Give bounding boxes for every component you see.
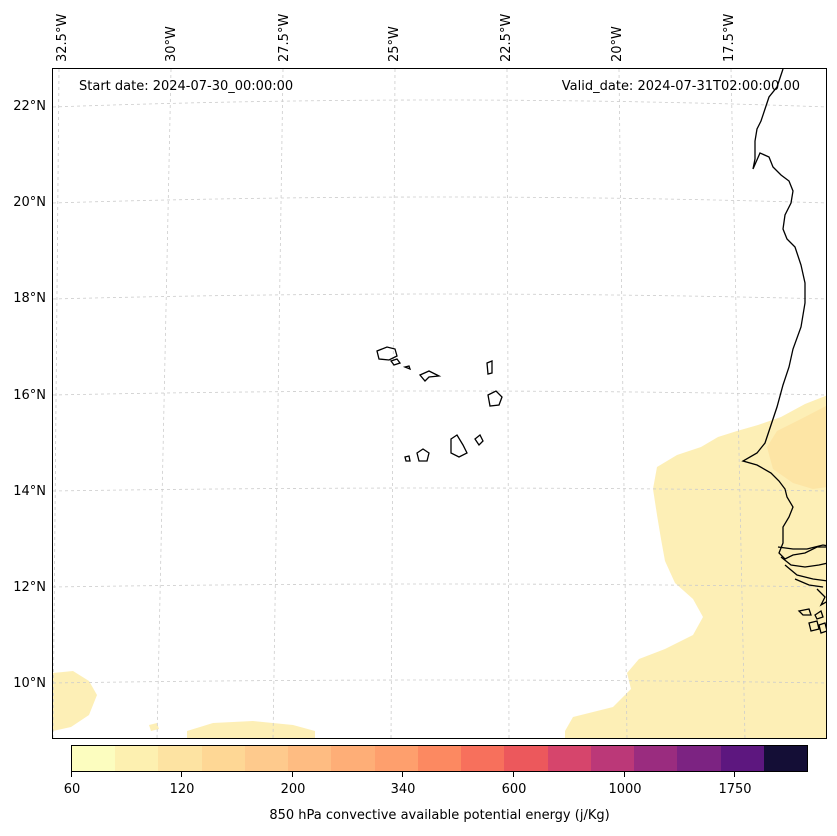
lat-label: 14°N [13, 484, 46, 499]
colorbar-segment [201, 746, 245, 771]
lon-label: 27.5°W [277, 13, 292, 62]
cabo-verde-brava [404, 455, 411, 462]
lat-gridline [53, 487, 826, 492]
colorbar-tick-label: 1000 [608, 782, 642, 797]
lon-label: 30°W [164, 26, 179, 62]
valid-date-label: Valid_date: 2024-07-31T02:00:00.00 [561, 79, 800, 94]
cabo-verde-sao-nicolau [418, 370, 442, 382]
lat-gridline [53, 583, 826, 588]
lat-label: 22°N [13, 99, 46, 114]
cabo-verde-santo-antao [376, 346, 398, 361]
lat-gridline [53, 390, 826, 396]
coastline-gambia [777, 544, 826, 550]
cape-field-east [565, 395, 826, 738]
cabo-verde-sal [486, 360, 493, 375]
lon-gridline [618, 69, 628, 738]
colorbar-segment [677, 746, 721, 771]
colorbar-tick-label: 120 [169, 782, 195, 797]
colorbar-tick [292, 772, 293, 777]
start-date-label: Start date: 2024-07-30_00:00:00 [79, 79, 294, 94]
lat-gridline [53, 99, 826, 108]
lon-gridline [390, 69, 396, 738]
coastline-senegal-south [780, 556, 826, 568]
cabo-verde-santiago [450, 434, 468, 458]
coastline [376, 69, 826, 634]
bijagos-islands [797, 608, 826, 634]
cabo-verde-fogo [416, 448, 430, 462]
lat-gridline [53, 196, 826, 204]
lat-label: 20°N [13, 195, 46, 210]
colorbar-segment [763, 746, 807, 771]
colorbar-tick [402, 772, 403, 777]
lon-label: 25°W [387, 26, 402, 62]
lon-gridline [730, 69, 746, 738]
colorbar-tick-label: 600 [501, 782, 527, 797]
colorbar [71, 745, 808, 772]
cabo-verde-maio [474, 433, 484, 447]
colorbar-tick [181, 772, 182, 777]
coastline-guinea-bissau [784, 564, 826, 607]
colorbar-segment [374, 746, 418, 771]
colorbar-segment [417, 746, 462, 771]
lon-label: 17.5°W [722, 13, 737, 62]
colorbar-segment [331, 746, 375, 771]
colorbar-tick [624, 772, 625, 777]
map-canvas [53, 69, 826, 738]
lat-label: 12°N [13, 580, 46, 595]
colorbar-tick [513, 772, 514, 777]
african-coastline [741, 69, 826, 560]
lon-gridline [506, 69, 510, 738]
colorbar-tick-label: 200 [280, 782, 306, 797]
colorbar-segment [590, 746, 635, 771]
colorbar-segment [158, 746, 202, 771]
colorbar-segment [504, 746, 548, 771]
cape-shading [53, 395, 826, 738]
colorbar-segment [720, 746, 764, 771]
lat-gridline [53, 679, 826, 684]
colorbar-segment [547, 746, 591, 771]
lat-label: 18°N [13, 291, 46, 306]
cabo-verde-santa-luzia [402, 365, 412, 371]
gridlines [53, 69, 826, 738]
cape-field-south [187, 721, 315, 738]
colorbar-segment [115, 746, 159, 771]
colorbar-segment [461, 746, 505, 771]
colorbar-tick [71, 772, 72, 777]
cape-field-east-core [767, 406, 826, 489]
map-panel [52, 68, 827, 739]
colorbar-title: 850 hPa convective available potential e… [269, 808, 610, 823]
lon-label: 22.5°W [499, 13, 514, 62]
colorbar-tick-label: 60 [63, 782, 81, 797]
lat-label: 10°N [13, 676, 46, 691]
colorbar-tick-label: 1750 [718, 782, 752, 797]
lon-gridline [272, 69, 284, 738]
cape-field-speck [149, 723, 159, 731]
cape-field-southwest [53, 671, 97, 731]
lat-label: 16°N [13, 388, 46, 403]
cabo-verde-boa-vista [487, 390, 503, 407]
lon-label: 32.5°W [55, 13, 70, 62]
colorbar-segment [634, 746, 678, 771]
colorbar-tick [734, 772, 735, 777]
lat-gridline [53, 293, 826, 300]
lon-gridline [53, 69, 60, 738]
colorbar-segment [244, 746, 289, 771]
lon-gridline [156, 69, 172, 738]
colorbar-segment [288, 746, 332, 771]
colorbar-tick-label: 340 [390, 782, 416, 797]
cabo-verde-sao-vicente [389, 358, 402, 366]
lon-label: 20°W [610, 26, 625, 62]
colorbar-segment [72, 746, 116, 771]
